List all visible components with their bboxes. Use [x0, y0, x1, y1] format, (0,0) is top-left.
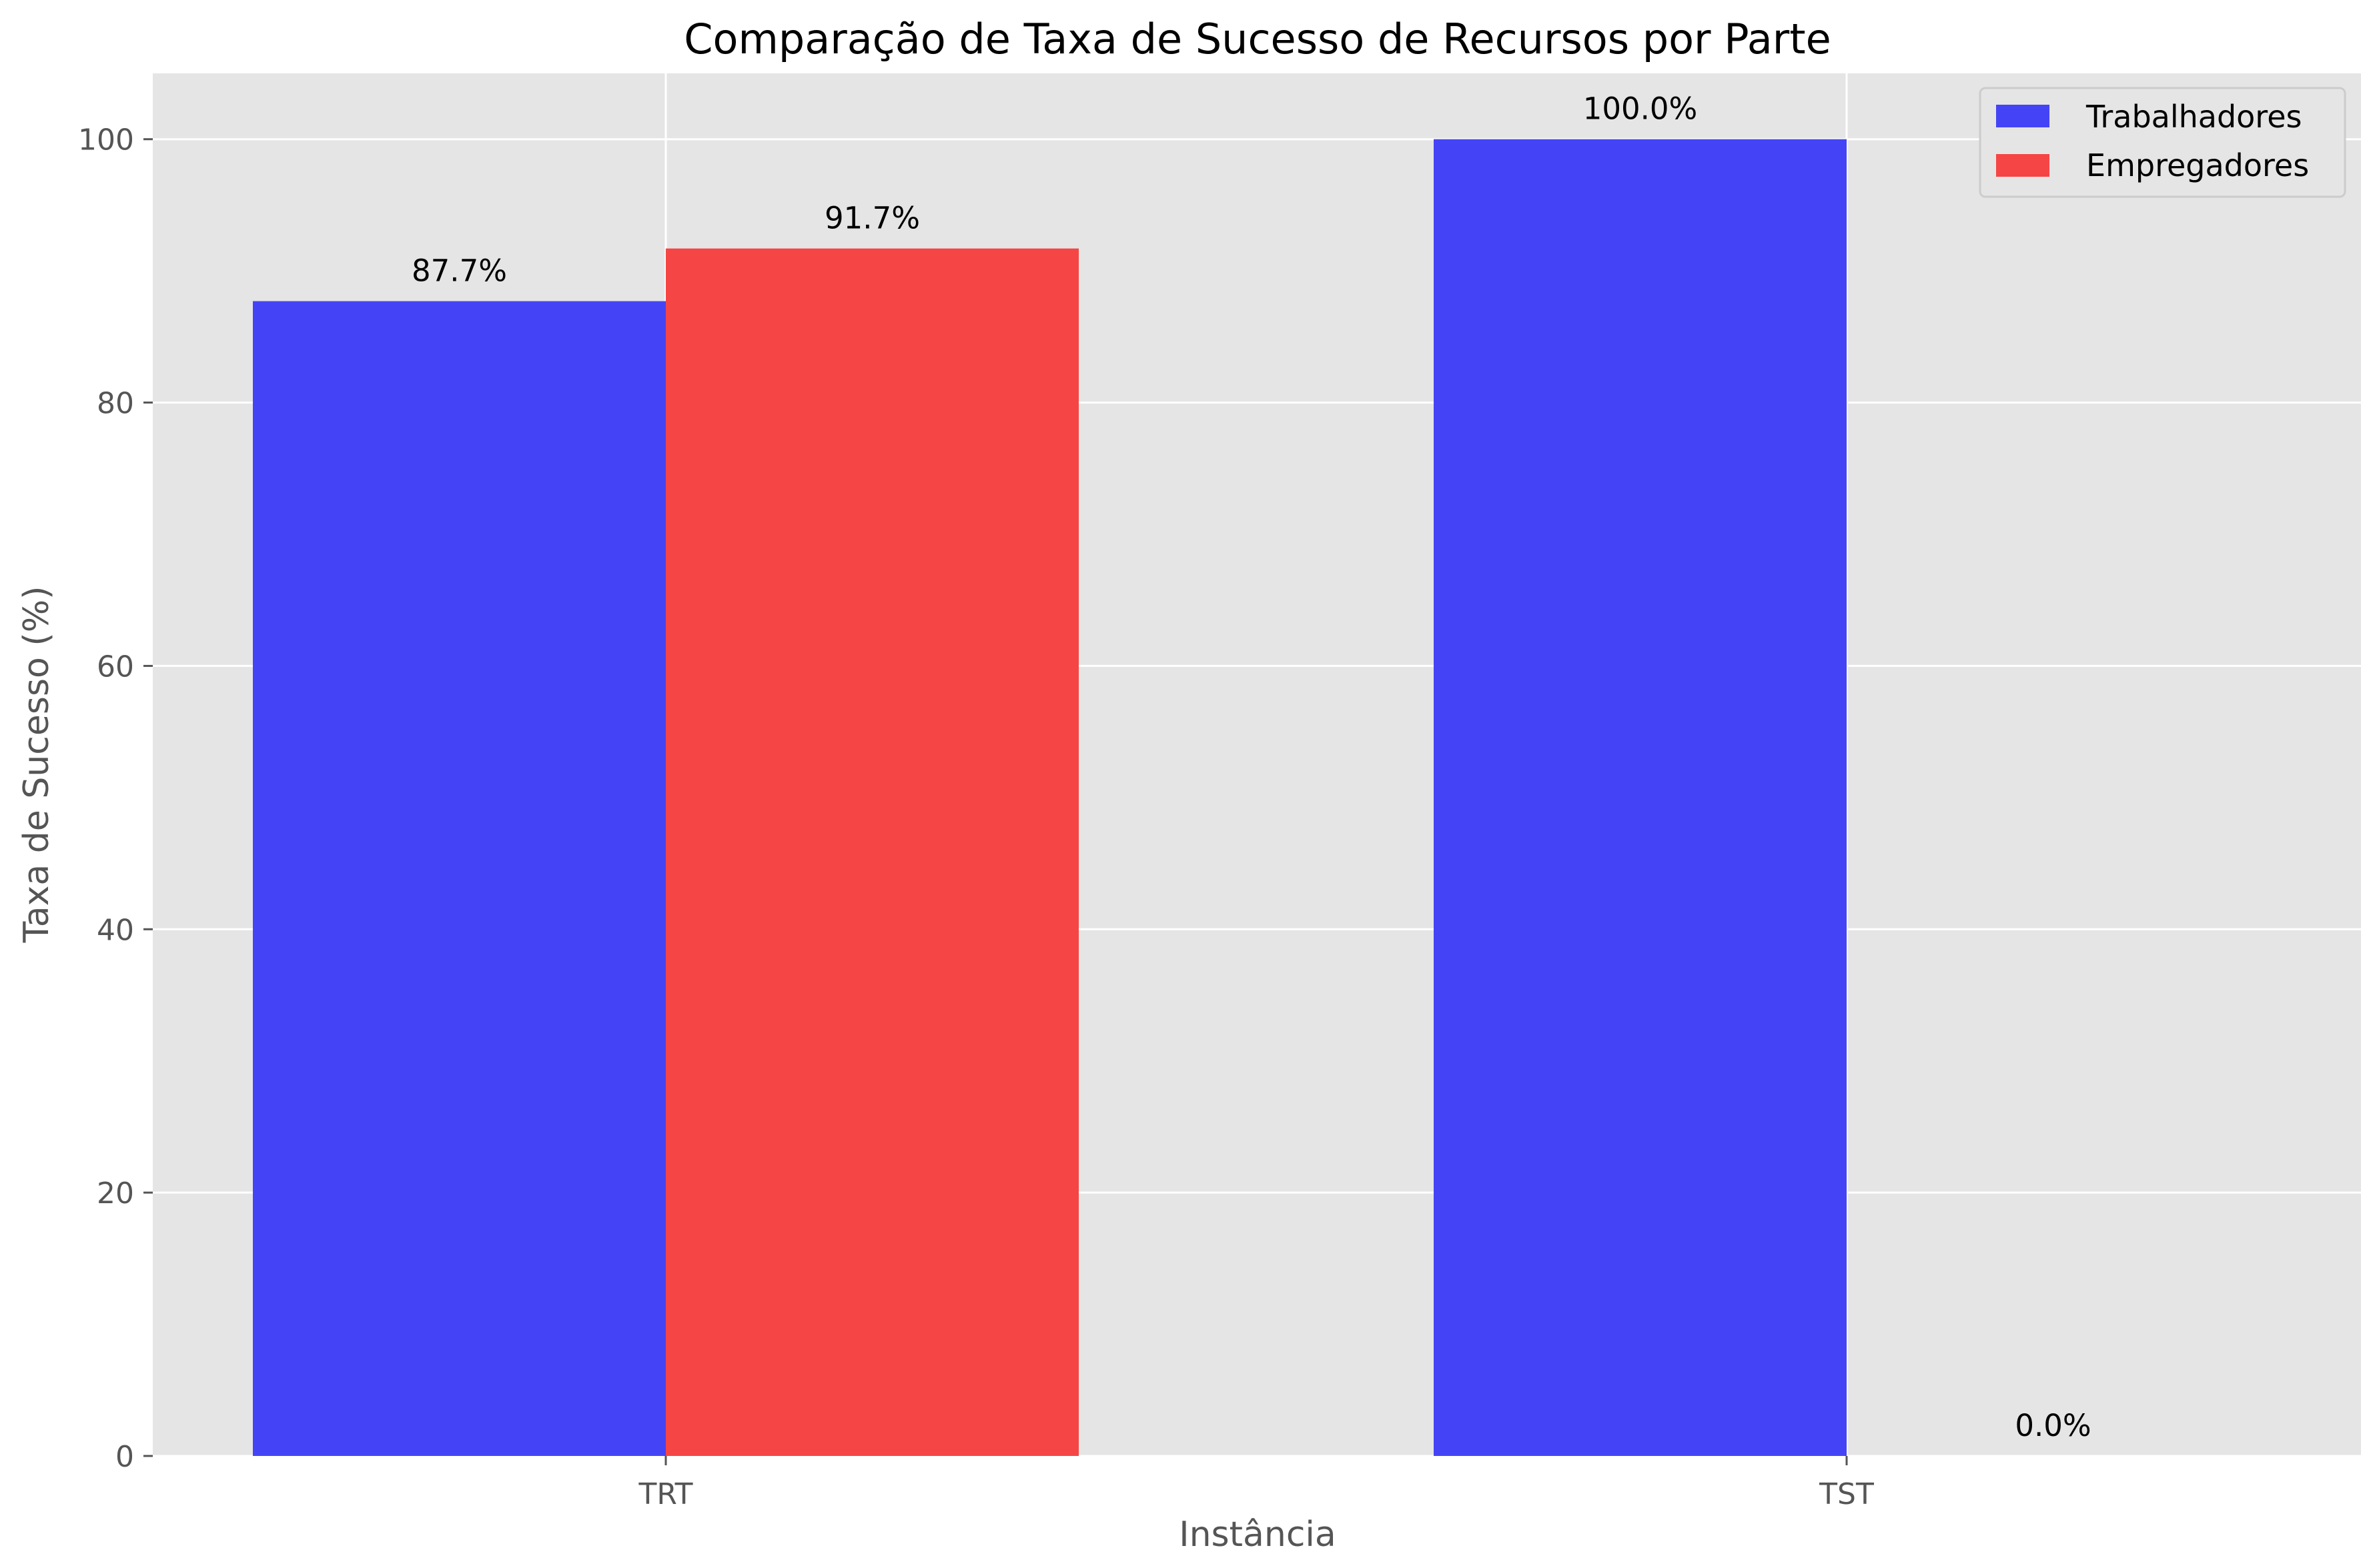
legend-label-trabalhadores: Trabalhadores — [2085, 99, 2302, 135]
legend-box — [1979, 87, 2346, 198]
data-label: 87.7% — [412, 253, 507, 289]
x-axis-label: Instância — [1179, 1515, 1336, 1555]
bar-trabalhadores-tst — [1434, 139, 1847, 1457]
y-tick-label: 60 — [97, 650, 134, 684]
legend-label-empregadores: Empregadores — [2086, 147, 2309, 183]
y-tick-label: 0 — [115, 1440, 134, 1474]
data-label: 0.0% — [2015, 1408, 2091, 1443]
x-tick-label: TST — [1819, 1477, 1874, 1511]
bar-empregadores-trt — [666, 248, 1079, 1457]
data-label: 91.7% — [825, 201, 920, 236]
data-labels: 87.7% 100.0% 91.7% 0.0% — [412, 91, 2091, 1443]
legend-swatch-empregadores — [1996, 154, 2049, 177]
legend: Trabalhadores Empregadores — [1979, 87, 2346, 198]
y-axis-label: Taxa de Sucesso (%) — [17, 586, 57, 944]
bars — [253, 139, 1847, 1457]
x-axis: TRT TST — [638, 1456, 1874, 1511]
y-tick-label: 40 — [97, 913, 134, 947]
data-label: 100.0% — [1583, 91, 1698, 127]
x-tick-label: TRT — [638, 1477, 692, 1511]
legend-swatch-trabalhadores — [1996, 105, 2049, 127]
y-tick-label: 100 — [78, 123, 134, 157]
bar-trabalhadores-trt — [253, 301, 666, 1457]
chart-title: Comparação de Taxa de Sucesso de Recurso… — [684, 15, 1831, 63]
y-tick-label: 20 — [97, 1177, 134, 1211]
y-tick-label: 80 — [97, 387, 134, 421]
y-axis: 0 20 40 60 80 100 — [78, 123, 153, 1474]
